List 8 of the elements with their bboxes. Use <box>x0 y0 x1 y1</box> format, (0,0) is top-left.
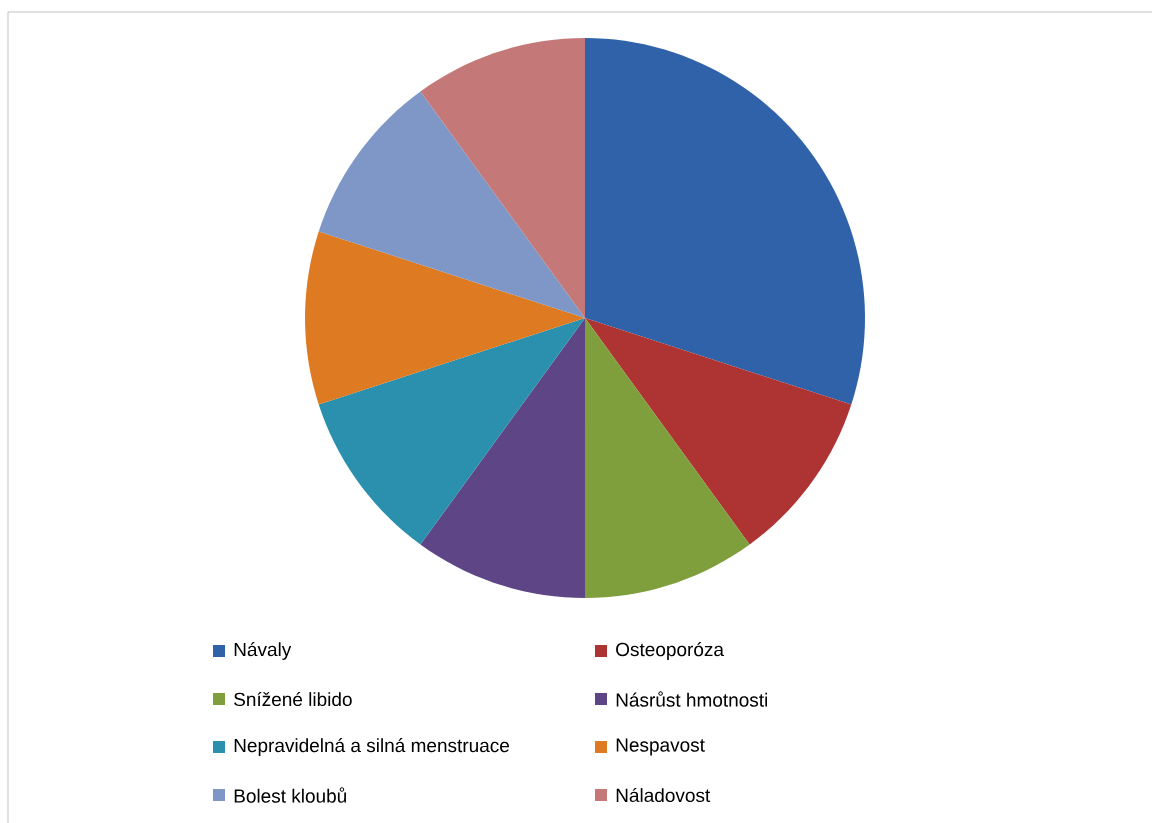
legend-label: Nespavost <box>616 738 705 756</box>
legend-label: Nepravidelná a silná menstruace <box>234 738 509 756</box>
legend-label: Násrůst hmotnosti <box>616 691 767 707</box>
legend-label: Náladovost <box>616 787 711 803</box>
legend-label: Osteoporóza <box>616 642 724 660</box>
legend-label: Snížené libido <box>234 691 352 707</box>
legend-label: Návaly <box>234 642 292 660</box>
legend-label: Bolest kloubů <box>234 787 346 803</box>
